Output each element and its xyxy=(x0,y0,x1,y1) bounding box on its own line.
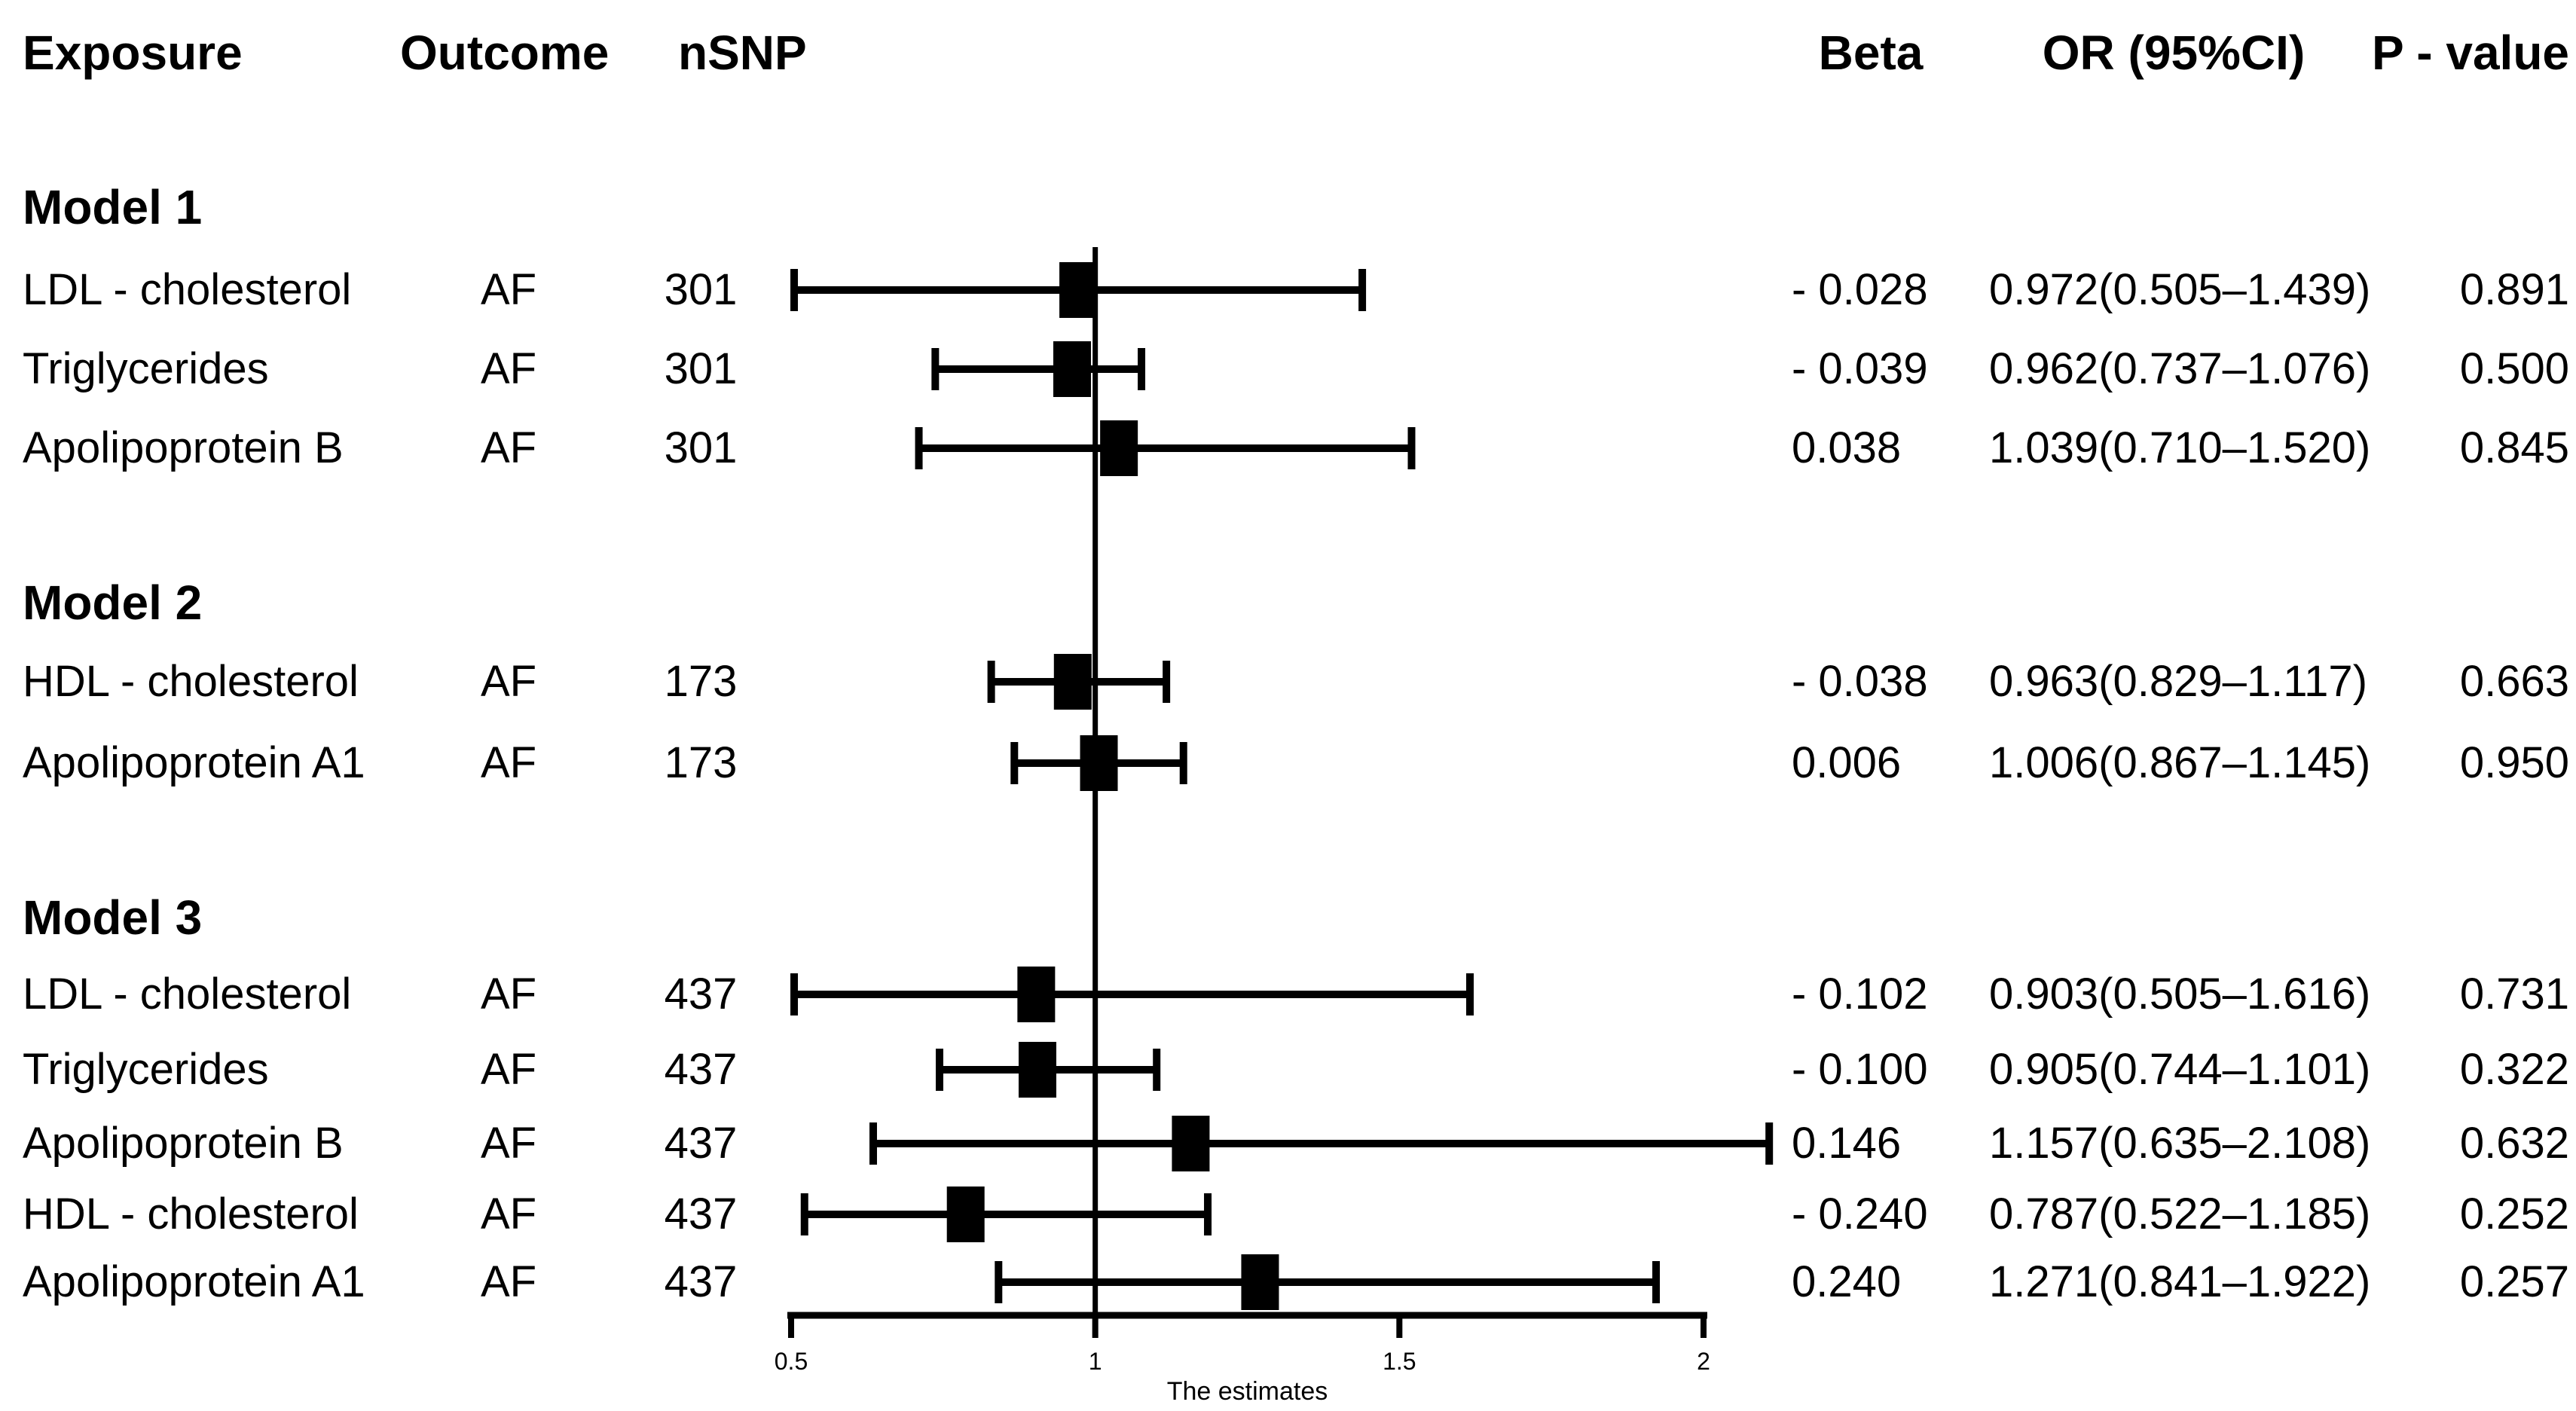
group-header-model-1: Model 1 xyxy=(23,180,203,234)
or-square xyxy=(1017,967,1056,1022)
x-axis-tick-label: 0.5 xyxy=(775,1348,808,1375)
nsnp-value: 173 xyxy=(664,657,738,706)
nsnp-value: 437 xyxy=(664,1190,738,1238)
or-ci-value: 0.972(0.505–1.439) xyxy=(1989,265,2371,314)
or-ci-value: 1.039(0.710–1.520) xyxy=(1989,423,2371,472)
beta-value: - 0.100 xyxy=(1792,1045,1928,1094)
outcome-value: AF xyxy=(480,1190,537,1238)
p-value: 0.257 xyxy=(2459,1257,2569,1306)
beta-value: - 0.028 xyxy=(1792,265,1928,314)
or-ci-value: 0.963(0.829–1.117) xyxy=(1989,657,2368,706)
or-ci-value: 0.962(0.737–1.076) xyxy=(1989,344,2371,393)
outcome-value: AF xyxy=(480,970,537,1019)
or-ci-value: 1.006(0.867–1.145) xyxy=(1989,738,2371,787)
p-value: 0.950 xyxy=(2459,738,2569,787)
exposure-label: Triglycerides xyxy=(23,1045,269,1094)
outcome-value: AF xyxy=(480,1257,537,1306)
nsnp-value: 437 xyxy=(664,1045,738,1094)
x-axis-tick-label: 1.5 xyxy=(1383,1348,1416,1375)
beta-value: 0.240 xyxy=(1792,1257,1902,1306)
outcome-value: AF xyxy=(480,344,537,393)
exposure-label: HDL - cholesterol xyxy=(23,1190,359,1238)
p-value: 0.252 xyxy=(2459,1190,2569,1238)
p-value: 0.731 xyxy=(2459,970,2569,1019)
column-header-p-value: P - value xyxy=(2371,26,2569,80)
p-value: 0.322 xyxy=(2459,1045,2569,1094)
nsnp-value: 437 xyxy=(664,1257,738,1306)
outcome-value: AF xyxy=(480,657,537,706)
column-header-exposure: Exposure xyxy=(23,26,243,80)
column-header-outcome: Outcome xyxy=(400,26,610,80)
group-header-model-2: Model 2 xyxy=(23,576,203,630)
exposure-label: Triglycerides xyxy=(23,344,269,393)
column-header-or-ci: OR (95%CI) xyxy=(2042,26,2306,80)
x-axis-tick-label: 2 xyxy=(1697,1348,1710,1375)
beta-value: - 0.102 xyxy=(1792,970,1928,1019)
or-ci-value: 1.157(0.635–2.108) xyxy=(1989,1119,2371,1168)
or-ci-value: 0.905(0.744–1.101) xyxy=(1989,1045,2371,1094)
outcome-value: AF xyxy=(480,423,537,472)
p-value: 0.500 xyxy=(2459,344,2569,393)
exposure-label: Apolipoprotein B xyxy=(23,423,344,472)
beta-value: - 0.038 xyxy=(1792,657,1928,706)
outcome-value: AF xyxy=(480,265,537,314)
or-square xyxy=(1053,654,1092,710)
x-axis-title: The estimates xyxy=(1167,1377,1328,1406)
nsnp-value: 301 xyxy=(664,423,738,472)
beta-value: 0.146 xyxy=(1792,1119,1902,1168)
exposure-label: Apolipoprotein A1 xyxy=(23,1257,365,1306)
outcome-value: AF xyxy=(480,1045,537,1094)
nsnp-value: 301 xyxy=(664,344,738,393)
or-square xyxy=(946,1187,985,1242)
exposure-label: Apolipoprotein A1 xyxy=(23,738,365,787)
column-header-nsnp: nSNP xyxy=(678,26,807,80)
column-header-beta: Beta xyxy=(1818,26,1924,80)
or-ci-value: 0.787(0.522–1.185) xyxy=(1989,1190,2371,1238)
beta-value: 0.038 xyxy=(1792,423,1902,472)
or-square xyxy=(1059,262,1098,318)
or-square xyxy=(1053,341,1091,397)
exposure-label: HDL - cholesterol xyxy=(23,657,359,706)
nsnp-value: 301 xyxy=(664,265,738,314)
p-value: 0.632 xyxy=(2459,1119,2569,1168)
beta-value: - 0.039 xyxy=(1792,344,1928,393)
or-square xyxy=(1241,1254,1279,1310)
nsnp-value: 437 xyxy=(664,1119,738,1168)
p-value: 0.891 xyxy=(2459,265,2569,314)
outcome-value: AF xyxy=(480,738,537,787)
nsnp-value: 173 xyxy=(664,738,738,787)
group-header-model-3: Model 3 xyxy=(23,890,203,945)
or-square xyxy=(1018,1042,1056,1098)
or-square xyxy=(1100,420,1138,476)
nsnp-value: 437 xyxy=(664,970,738,1019)
x-axis-tick-label: 1 xyxy=(1089,1348,1102,1375)
beta-value: 0.006 xyxy=(1792,738,1902,787)
outcome-value: AF xyxy=(480,1119,537,1168)
exposure-label: LDL - cholesterol xyxy=(23,265,352,314)
or-ci-value: 1.271(0.841–1.922) xyxy=(1989,1257,2371,1306)
or-square xyxy=(1172,1116,1210,1171)
or-square xyxy=(1080,735,1118,791)
exposure-label: LDL - cholesterol xyxy=(23,970,352,1019)
p-value: 0.663 xyxy=(2459,657,2569,706)
exposure-label: Apolipoprotein B xyxy=(23,1119,344,1168)
or-ci-value: 0.903(0.505–1.616) xyxy=(1989,970,2371,1019)
beta-value: - 0.240 xyxy=(1792,1190,1928,1238)
p-value: 0.845 xyxy=(2459,423,2569,472)
